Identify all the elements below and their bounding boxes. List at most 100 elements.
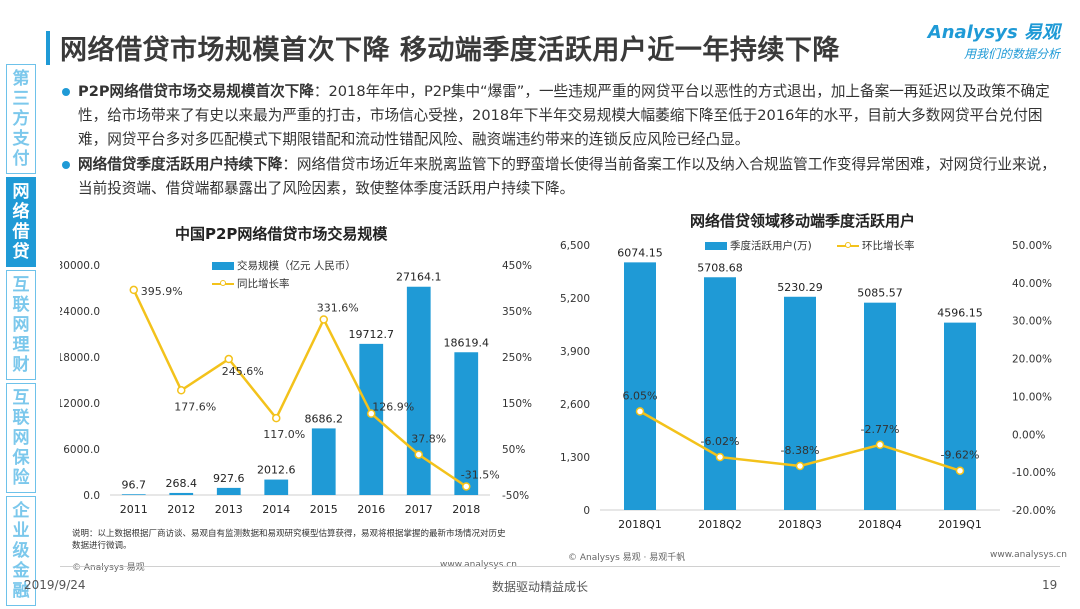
y-right-tick-label: 50.00% bbox=[1012, 240, 1052, 252]
bar bbox=[169, 492, 194, 495]
bar bbox=[454, 352, 479, 495]
bar-value-label: 8686.2 bbox=[305, 412, 344, 425]
y-left-tick-label: 3,900 bbox=[560, 346, 590, 358]
y-left-tick-label: 0 bbox=[583, 505, 590, 517]
bullet-dot-icon bbox=[62, 161, 70, 169]
page-number: 19 bbox=[1042, 578, 1058, 592]
section-sidebar: 第三方支付 网络借贷 互联网理财 互联网保险 企业级金融 bbox=[6, 64, 38, 609]
footer-divider bbox=[60, 566, 1060, 567]
y-left-tick-label: 1,300 bbox=[560, 452, 590, 464]
sidebar-item-label: 企业级金融 bbox=[12, 501, 30, 601]
bar bbox=[216, 487, 241, 495]
x-tick-label: 2018Q1 bbox=[618, 518, 662, 531]
left-source-copyright: © Analysys 易观 bbox=[72, 563, 145, 573]
growth-rate-point bbox=[129, 285, 138, 295]
growth-rate-label: 117.0% bbox=[263, 428, 305, 441]
y-left-tick-label: 18000.0 bbox=[60, 352, 100, 364]
bullet-text: ：2018年年中，P2P集中“爆雷”，一些违规严重的网贷平台以恶性的方式退出，加… bbox=[78, 83, 1050, 148]
legend-label: 同比增长率 bbox=[237, 278, 290, 290]
footer-date: 2019/9/24 bbox=[24, 578, 86, 592]
y-left-tick-label: 2,600 bbox=[560, 399, 590, 411]
bar bbox=[359, 343, 384, 495]
x-tick-label: 2017 bbox=[405, 503, 433, 516]
bullet-heading: 网络借贷季度活跃用户持续下降 bbox=[78, 156, 283, 173]
left-source-url: www.analysys.cn bbox=[440, 560, 517, 570]
y-left-tick-label: 24000.0 bbox=[60, 306, 100, 318]
y-left-tick-label: 6,500 bbox=[560, 240, 590, 252]
growth-rate-label: -6.02% bbox=[701, 435, 740, 448]
y-right-tick-label: 150% bbox=[502, 398, 532, 410]
brand-logo: Analysys 易观 用我们的数据分析 bbox=[928, 18, 1060, 62]
bar-value-label: 2012.6 bbox=[257, 464, 296, 477]
page-title: 网络借贷市场规模首次下降 移动端季度活跃用户近一年持续下降 bbox=[60, 35, 840, 66]
bar bbox=[864, 302, 896, 510]
growth-rate-label: 245.6% bbox=[222, 365, 264, 378]
y-right-tick-label: 20.00% bbox=[1012, 354, 1052, 366]
bar bbox=[944, 322, 976, 510]
growth-rate-label: -9.62% bbox=[941, 449, 980, 462]
bar bbox=[704, 277, 736, 510]
growth-rate-point bbox=[462, 482, 471, 491]
left-chart-legend-bar: 交易规模（亿元 人民币） bbox=[212, 258, 356, 273]
right-chart-legend-bar: 季度活跃用户(万) bbox=[705, 238, 812, 253]
growth-rate-point bbox=[795, 461, 805, 471]
y-right-tick-label: -50% bbox=[502, 490, 529, 502]
growth-rate-point bbox=[319, 315, 328, 324]
growth-rate-point bbox=[414, 450, 423, 459]
y-right-tick-label: -10.00% bbox=[1012, 467, 1056, 479]
growth-rate-label: 37.8% bbox=[411, 433, 446, 446]
bar-value-label: 5085.57 bbox=[857, 287, 903, 300]
growth-rate-label: 395.9% bbox=[141, 285, 183, 298]
x-tick-label: 2016 bbox=[357, 503, 385, 516]
x-tick-label: 2018Q4 bbox=[858, 518, 902, 531]
sidebar-item-online-lending[interactable]: 网络借贷 bbox=[6, 177, 36, 267]
bar-value-label: 18619.4 bbox=[444, 336, 490, 349]
y-right-tick-label: 10.00% bbox=[1012, 391, 1052, 403]
bullet-text: ：网络借贷市场近年来脱离监管下的野蛮增长使得当前备案工作以及纳入合规监管工作变得… bbox=[78, 156, 1056, 197]
brand-slogan: 用我们的数据分析 bbox=[963, 47, 1060, 61]
x-tick-label: 2014 bbox=[262, 503, 290, 516]
growth-rate-label: -2.77% bbox=[861, 423, 900, 436]
x-tick-label: 2015 bbox=[310, 503, 338, 516]
x-tick-label: 2018Q2 bbox=[698, 518, 742, 531]
left-chart-svg: 0.0 6000.0 12000.0 18000.0 24000.0 30000.0 -50… bbox=[60, 260, 532, 516]
right-chart-title: 网络借贷领域移动端季度活跃用户 bbox=[690, 212, 916, 230]
growth-rate-point bbox=[177, 386, 186, 395]
sidebar-item-enterprise-finance[interactable]: 企业级金融 bbox=[6, 496, 36, 606]
y-left-tick-label: 0.0 bbox=[83, 490, 100, 502]
title-accent-bar bbox=[46, 31, 50, 65]
growth-rate-point bbox=[875, 440, 885, 450]
bar bbox=[406, 286, 431, 495]
sidebar-item-internet-insurance[interactable]: 互联网保险 bbox=[6, 383, 36, 493]
y-left-tick-label: 5,200 bbox=[560, 293, 590, 305]
sidebar-item-internet-wealth[interactable]: 互联网理财 bbox=[6, 270, 36, 380]
bar-value-label: 5230.29 bbox=[777, 281, 823, 294]
y-right-tick-label: -20.00% bbox=[1012, 505, 1056, 517]
y-right-tick-label: 250% bbox=[502, 352, 532, 364]
bar bbox=[624, 262, 656, 510]
brand-name: Analysys 易观 bbox=[927, 22, 1060, 43]
x-tick-label: 2018Q3 bbox=[778, 518, 822, 531]
growth-rate-point bbox=[955, 466, 965, 475]
sidebar-item-label: 第三方支付 bbox=[12, 69, 30, 169]
bar-value-label: 27164.1 bbox=[396, 271, 442, 284]
y-right-tick-label: 30.00% bbox=[1012, 316, 1052, 328]
bar bbox=[264, 479, 289, 495]
x-tick-label: 2018 bbox=[452, 503, 480, 516]
y-right-tick-label: 450% bbox=[502, 260, 532, 272]
growth-rate-label: 331.6% bbox=[317, 301, 359, 314]
sidebar-item-third-party-payment[interactable]: 第三方支付 bbox=[6, 64, 36, 174]
bar bbox=[784, 296, 816, 510]
growth-rate-label: -31.5% bbox=[461, 468, 500, 481]
legend-label: 环比增长率 bbox=[862, 240, 915, 252]
bar bbox=[311, 428, 336, 495]
x-tick-label: 2011 bbox=[120, 503, 148, 516]
growth-rate-point bbox=[715, 452, 725, 462]
bullet-item: P2P网络借贷市场交易规模首次下降：2018年年中，P2P集中“爆雷”，一些违规… bbox=[62, 80, 1062, 152]
bar-value-label: 927.6 bbox=[213, 472, 245, 485]
x-tick-label: 2019Q1 bbox=[938, 518, 982, 531]
growth-rate-point bbox=[224, 354, 233, 364]
bar-value-label: 268.4 bbox=[166, 477, 198, 490]
bar-value-label: 5708.68 bbox=[697, 261, 743, 274]
growth-rate-point bbox=[272, 413, 281, 423]
